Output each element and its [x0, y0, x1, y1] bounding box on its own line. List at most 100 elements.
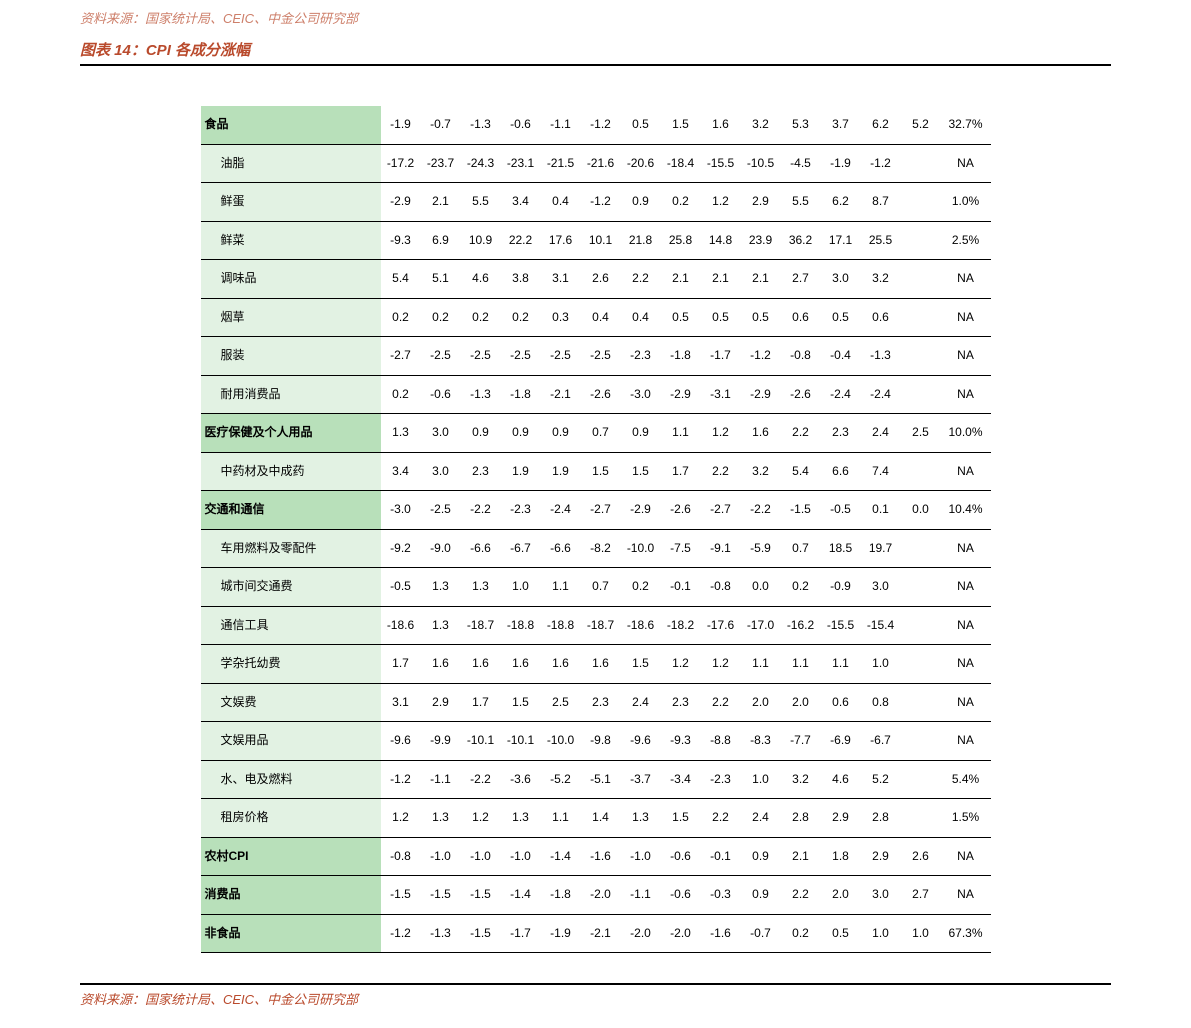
value-cell: -1.7: [701, 337, 741, 376]
value-cell: NA: [941, 876, 991, 915]
value-cell: -1.1: [421, 760, 461, 799]
value-cell: -2.5: [501, 337, 541, 376]
table-row: 食品-1.9-0.7-1.3-0.6-1.1-1.20.51.51.63.25.…: [201, 106, 991, 144]
value-cell: -1.8: [661, 337, 701, 376]
table-row: 调味品5.45.14.63.83.12.62.22.12.12.12.73.03…: [201, 260, 991, 299]
value-cell: 1.9: [501, 452, 541, 491]
value-cell: [901, 144, 941, 183]
value-cell: -1.3: [461, 106, 501, 144]
value-cell: 1.5: [661, 799, 701, 838]
value-cell: 2.4: [621, 683, 661, 722]
value-cell: 1.0: [901, 914, 941, 953]
value-cell: 5.5: [461, 183, 501, 222]
value-cell: -2.3: [701, 760, 741, 799]
value-cell: 6.6: [821, 452, 861, 491]
value-cell: -2.9: [621, 491, 661, 530]
value-cell: 0.9: [741, 876, 781, 915]
value-cell: -5.1: [581, 760, 621, 799]
value-cell: 10.4%: [941, 491, 991, 530]
value-cell: 0.9: [741, 837, 781, 876]
value-cell: 1.5: [621, 645, 661, 684]
value-cell: 5.2: [861, 760, 901, 799]
value-cell: 0.7: [581, 414, 621, 453]
value-cell: -2.7: [701, 491, 741, 530]
row-label: 租房价格: [201, 799, 381, 838]
value-cell: 3.0: [861, 568, 901, 607]
value-cell: 3.8: [501, 260, 541, 299]
value-cell: 1.3: [461, 568, 501, 607]
value-cell: 1.1: [741, 645, 781, 684]
value-cell: -18.7: [461, 606, 501, 645]
value-cell: -1.6: [581, 837, 621, 876]
value-cell: -15.5: [701, 144, 741, 183]
value-cell: [901, 529, 941, 568]
row-label: 服装: [201, 337, 381, 376]
value-cell: 3.2: [741, 452, 781, 491]
row-label: 烟草: [201, 298, 381, 337]
value-cell: 1.0: [861, 645, 901, 684]
value-cell: -0.3: [701, 876, 741, 915]
value-cell: -9.2: [381, 529, 421, 568]
value-cell: 0.5: [701, 298, 741, 337]
value-cell: 5.4: [781, 452, 821, 491]
value-cell: 18.5: [821, 529, 861, 568]
value-cell: 2.6: [901, 837, 941, 876]
value-cell: -1.3: [461, 375, 501, 414]
value-cell: [901, 568, 941, 607]
value-cell: 1.6: [501, 645, 541, 684]
value-cell: 2.9: [421, 683, 461, 722]
value-cell: 2.3: [661, 683, 701, 722]
value-cell: NA: [941, 722, 991, 761]
table-row: 中药材及中成药3.43.02.31.91.91.51.51.72.23.25.4…: [201, 452, 991, 491]
value-cell: 3.0: [421, 452, 461, 491]
value-cell: 0.9: [621, 414, 661, 453]
value-cell: NA: [941, 298, 991, 337]
value-cell: 2.2: [701, 799, 741, 838]
value-cell: 2.2: [701, 683, 741, 722]
table-row: 城市间交通费-0.51.31.31.01.10.70.2-0.1-0.80.00…: [201, 568, 991, 607]
value-cell: 1.3: [421, 799, 461, 838]
value-cell: -2.0: [661, 914, 701, 953]
value-cell: 5.5: [781, 183, 821, 222]
value-cell: 25.8: [661, 221, 701, 260]
value-cell: -0.8: [701, 568, 741, 607]
value-cell: -1.0: [421, 837, 461, 876]
value-cell: -8.8: [701, 722, 741, 761]
value-cell: 3.1: [381, 683, 421, 722]
value-cell: -1.5: [781, 491, 821, 530]
value-cell: 5.1: [421, 260, 461, 299]
value-cell: -10.1: [501, 722, 541, 761]
value-cell: -2.5: [541, 337, 581, 376]
value-cell: NA: [941, 529, 991, 568]
value-cell: 1.3: [421, 606, 461, 645]
value-cell: 1.2: [701, 645, 741, 684]
value-cell: 17.6: [541, 221, 581, 260]
value-cell: 3.2: [781, 760, 821, 799]
table-row: 油脂-17.2-23.7-24.3-23.1-21.5-21.6-20.6-18…: [201, 144, 991, 183]
value-cell: 2.9: [821, 799, 861, 838]
value-cell: -10.1: [461, 722, 501, 761]
value-cell: -17.0: [741, 606, 781, 645]
value-cell: 1.1: [541, 799, 581, 838]
value-cell: -2.6: [581, 375, 621, 414]
value-cell: 1.2: [701, 414, 741, 453]
value-cell: NA: [941, 837, 991, 876]
value-cell: 4.6: [461, 260, 501, 299]
value-cell: 1.3: [421, 568, 461, 607]
value-cell: 3.4: [501, 183, 541, 222]
value-cell: -2.1: [541, 375, 581, 414]
table-row: 学杂托幼费1.71.61.61.61.61.61.51.21.21.11.11.…: [201, 645, 991, 684]
value-cell: -21.5: [541, 144, 581, 183]
value-cell: [901, 375, 941, 414]
value-cell: 6.2: [821, 183, 861, 222]
value-cell: 5.4%: [941, 760, 991, 799]
value-cell: 2.1: [781, 837, 821, 876]
value-cell: 2.5: [901, 414, 941, 453]
value-cell: 1.5: [581, 452, 621, 491]
value-cell: -1.6: [701, 914, 741, 953]
value-cell: -17.6: [701, 606, 741, 645]
value-cell: 2.1: [661, 260, 701, 299]
value-cell: 0.5: [621, 106, 661, 144]
value-cell: -6.9: [821, 722, 861, 761]
value-cell: -1.3: [861, 337, 901, 376]
